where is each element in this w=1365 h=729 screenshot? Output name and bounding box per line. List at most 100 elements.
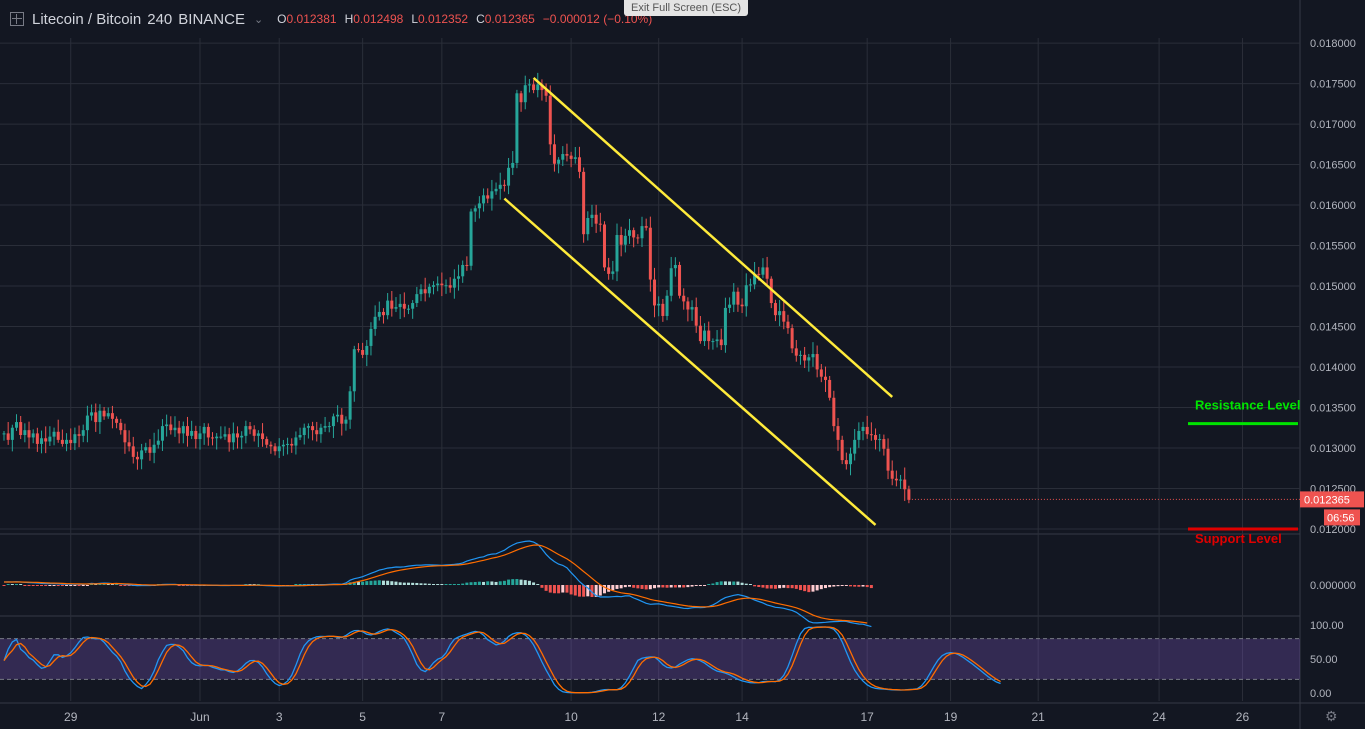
candle-body (632, 230, 636, 238)
macd-histogram-bar (653, 585, 657, 589)
candle-body (728, 304, 732, 308)
macd-histogram-bar (832, 585, 836, 587)
macd-histogram-bar (623, 585, 627, 588)
candle-body (494, 188, 498, 192)
time-tick-label: 24 (1152, 710, 1166, 724)
macd-histogram-bar (565, 585, 569, 593)
macd-histogram-bar (515, 579, 519, 585)
candle-body (227, 434, 231, 443)
candle-body (765, 267, 769, 279)
macd-histogram-bar (469, 582, 473, 585)
candle-body (290, 443, 294, 446)
symbol-title[interactable]: Litecoin / Bitcoin (32, 10, 142, 28)
candle-body (386, 300, 390, 316)
candle-body (44, 438, 48, 442)
macd-histogram-bar (748, 584, 752, 585)
macd-histogram-bar (356, 581, 360, 585)
macd-histogram-bar (398, 582, 402, 585)
gear-icon[interactable]: ⚙ (1325, 708, 1338, 724)
chevron-down-icon[interactable]: ⌄ (253, 13, 264, 26)
macd-histogram-bar (798, 585, 802, 591)
macd-histogram-bar (444, 584, 448, 585)
candle-body (598, 223, 602, 225)
close-label: C (476, 12, 485, 26)
candle-body (507, 167, 511, 186)
macd-histogram-bar (536, 584, 540, 585)
candle-body (244, 426, 248, 436)
candle-body (882, 439, 886, 449)
macd-histogram-bar (865, 585, 869, 588)
macd-histogram-bar (773, 585, 777, 589)
candle-body (223, 434, 227, 437)
macd-histogram-bar (127, 585, 131, 586)
candle-body (90, 412, 94, 416)
macd-histogram-bar (369, 580, 373, 585)
macd-histogram-bar (665, 585, 669, 588)
candle-body (336, 414, 340, 417)
macd-histogram-bar (457, 584, 461, 585)
macd-histogram-bar (648, 585, 652, 590)
macd-histogram-bar (828, 585, 832, 588)
candle-body (782, 311, 786, 322)
macd-histogram-bar (98, 584, 102, 585)
macd-histogram-bar (423, 583, 427, 585)
candle-body (861, 426, 865, 431)
candle-body (115, 418, 119, 423)
macd-histogram-bar (657, 585, 661, 588)
candle-body (723, 307, 727, 346)
candle-body (611, 271, 615, 274)
macd-histogram-bar (44, 585, 48, 586)
price-tick-label: 0.017500 (1310, 79, 1356, 91)
candle-body (665, 295, 669, 316)
macd-histogram-bar (81, 585, 85, 586)
macd-histogram-bar (590, 585, 594, 597)
macd-histogram-bar (436, 584, 440, 585)
interval-label[interactable]: 240 (147, 10, 173, 28)
candle-body (31, 433, 35, 438)
candle-body (527, 84, 531, 86)
candle-body (85, 415, 89, 431)
candle-body (719, 339, 723, 346)
macd-histogram-bar (252, 584, 256, 585)
candle-body (773, 303, 777, 316)
macd-signal-line (4, 544, 868, 624)
macd-histogram-bar (615, 585, 619, 589)
macd-histogram-bar (678, 585, 682, 588)
macd-histogram-bar (782, 585, 786, 588)
candle-body (753, 273, 757, 285)
candle-body (69, 439, 73, 444)
macd-histogram-bar (557, 585, 561, 594)
macd-histogram-bar (482, 581, 486, 585)
exit-fullscreen-button[interactable]: Exit Full Screen (ESC) (624, 0, 748, 16)
macd-tick-label: 0.000000 (1310, 580, 1356, 592)
macd-histogram-bar (644, 585, 648, 590)
candle-body (248, 426, 252, 430)
open-value: 0.012381 (286, 12, 337, 26)
candle-body (828, 379, 832, 398)
macd-histogram-bar (765, 585, 769, 589)
macd-histogram-bar (698, 585, 702, 586)
candle-body (298, 435, 302, 438)
macd-histogram-bar (586, 585, 590, 597)
candle-body (256, 433, 260, 436)
candle-body (536, 84, 540, 91)
macd-histogram-bar (415, 582, 419, 585)
macd-histogram-bar (402, 582, 406, 585)
candle-body (715, 339, 719, 342)
exchange-label[interactable]: BINANCE (178, 10, 245, 28)
countdown-value: 06:56 (1327, 512, 1355, 524)
macd-histogram-bar (673, 585, 677, 588)
candle-body (169, 424, 173, 431)
candle-body (436, 283, 440, 286)
macd-histogram-bar (119, 585, 123, 586)
stoch-tick-label: 100.00 (1310, 620, 1344, 632)
candle-body (356, 349, 360, 351)
add-symbol-icon[interactable] (10, 12, 24, 26)
last-price-tag (1300, 491, 1364, 508)
macd-histogram-bar (381, 580, 385, 585)
candle-body (106, 413, 110, 417)
candle-body (886, 448, 890, 471)
macd-histogram-bar (803, 585, 807, 592)
macd-histogram-bar (10, 584, 14, 585)
